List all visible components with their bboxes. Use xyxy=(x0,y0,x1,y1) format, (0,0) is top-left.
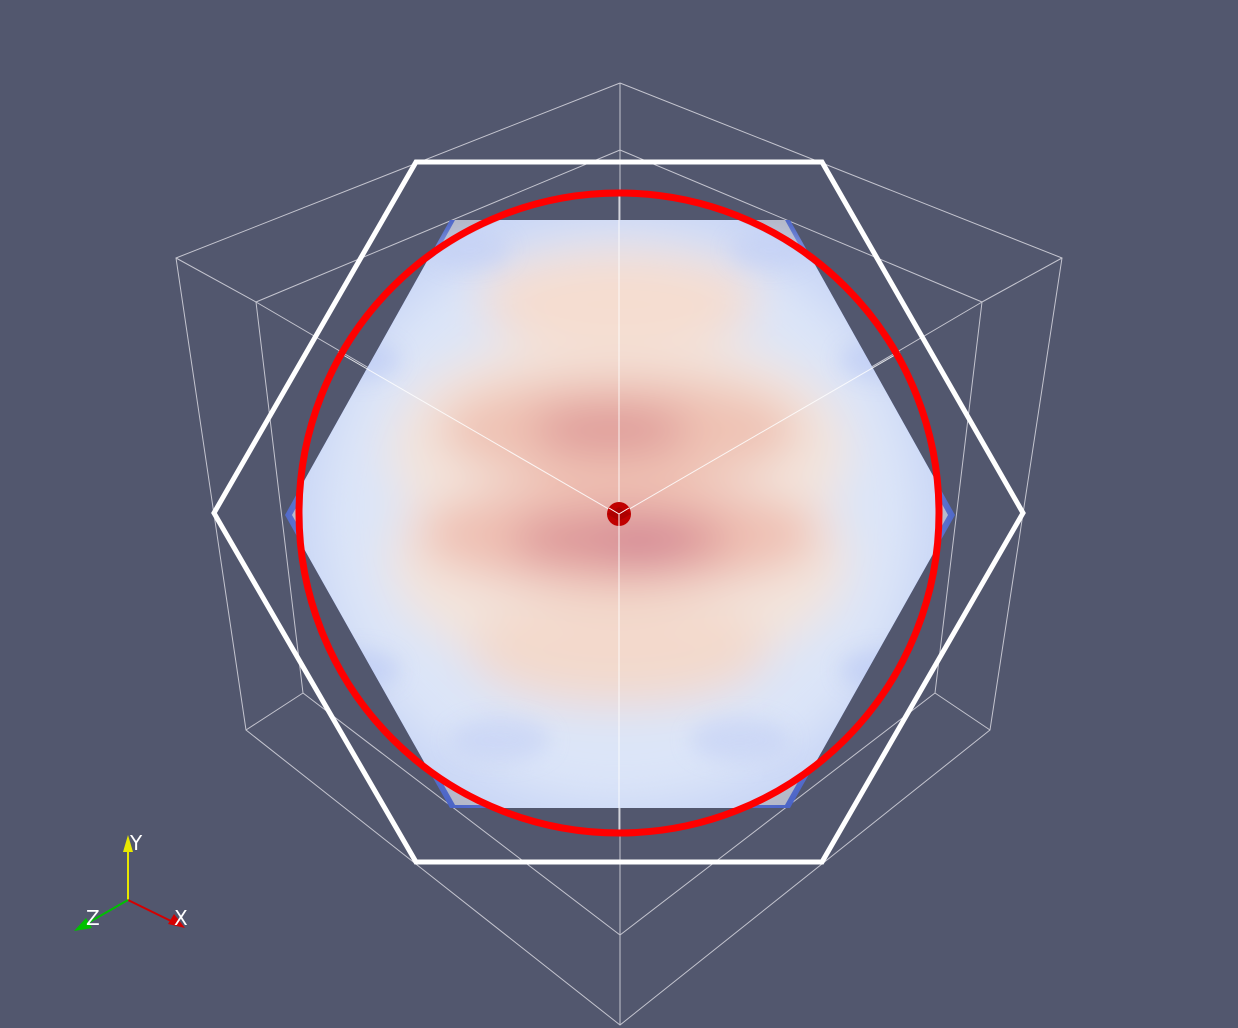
y-axis-label: Y xyxy=(129,831,143,855)
y-axis-arrow-icon xyxy=(123,835,133,852)
x-axis-arrow-icon xyxy=(168,914,185,928)
center-marker[interactable] xyxy=(607,502,631,526)
contour-circle xyxy=(295,189,943,837)
z-axis-line xyxy=(85,899,129,925)
z-axis-arrow-icon xyxy=(74,918,92,931)
x-axis-label: X xyxy=(174,906,188,930)
center-spokes xyxy=(337,190,901,835)
outline-hexagon xyxy=(211,159,1026,865)
x-axis-line xyxy=(127,899,174,923)
orientation-axes[interactable]: Y X Z xyxy=(74,831,188,931)
z-axis-label: Z xyxy=(86,906,100,930)
